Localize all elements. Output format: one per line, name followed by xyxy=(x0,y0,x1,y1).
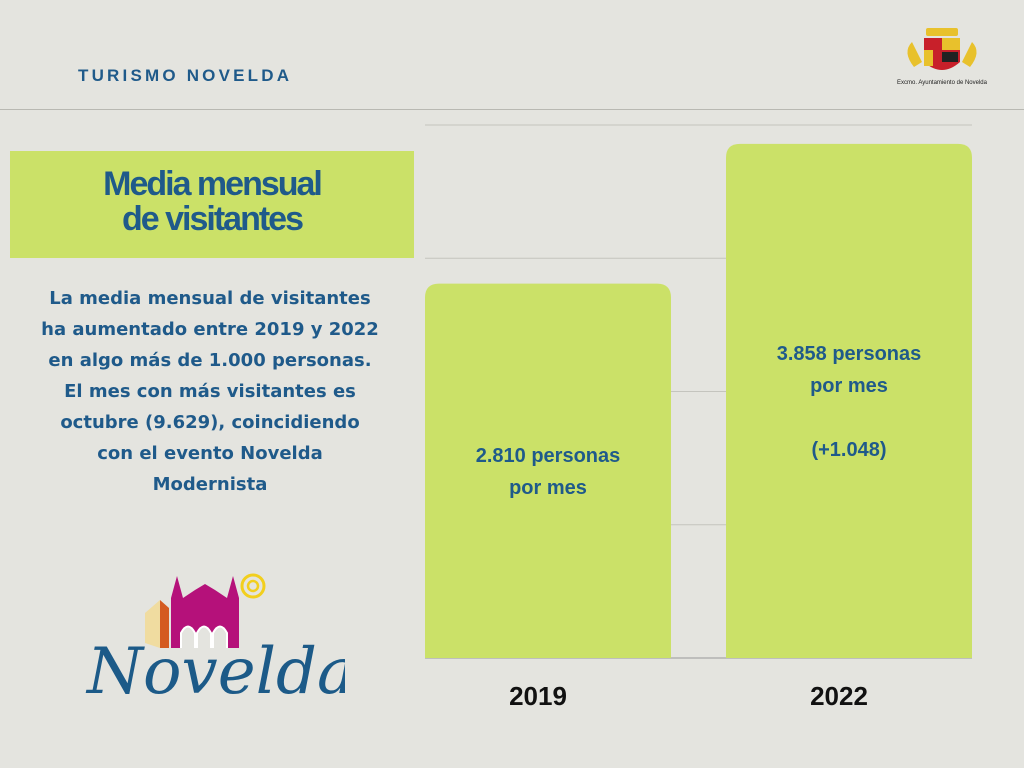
header-divider xyxy=(0,109,1024,110)
bar-2019 xyxy=(425,283,671,658)
title-line-2: de visitantes xyxy=(122,200,304,238)
coat-of-arms-icon xyxy=(907,28,977,70)
data-label: 2.810 personas xyxy=(476,445,621,467)
x-tick-label: 2019 xyxy=(509,681,567,711)
data-label: (+1.048) xyxy=(811,439,886,461)
data-label: por mes xyxy=(810,375,888,397)
x-tick-label: 2022 xyxy=(810,681,868,711)
title-line-1: Media mensual xyxy=(103,165,323,203)
crest-caption: Excmo. Ayuntamiento de Novelda xyxy=(897,80,987,86)
title-box: Media mensual de visitantes xyxy=(10,151,414,258)
description: La media mensual de visitantes ha aument… xyxy=(41,288,379,495)
page-title: Media mensual de visitantes xyxy=(10,167,414,237)
data-label: 3.858 personas xyxy=(777,343,922,365)
novelda-logo: Novelda xyxy=(85,568,355,709)
logo-text: Novelda xyxy=(85,635,345,703)
data-label: por mes xyxy=(509,477,587,499)
crest-logo: Excmo. Ayuntamiento de Novelda xyxy=(892,22,992,92)
bar-2022 xyxy=(726,143,972,658)
brand-title: TURISMO NOVELDA xyxy=(78,66,293,85)
